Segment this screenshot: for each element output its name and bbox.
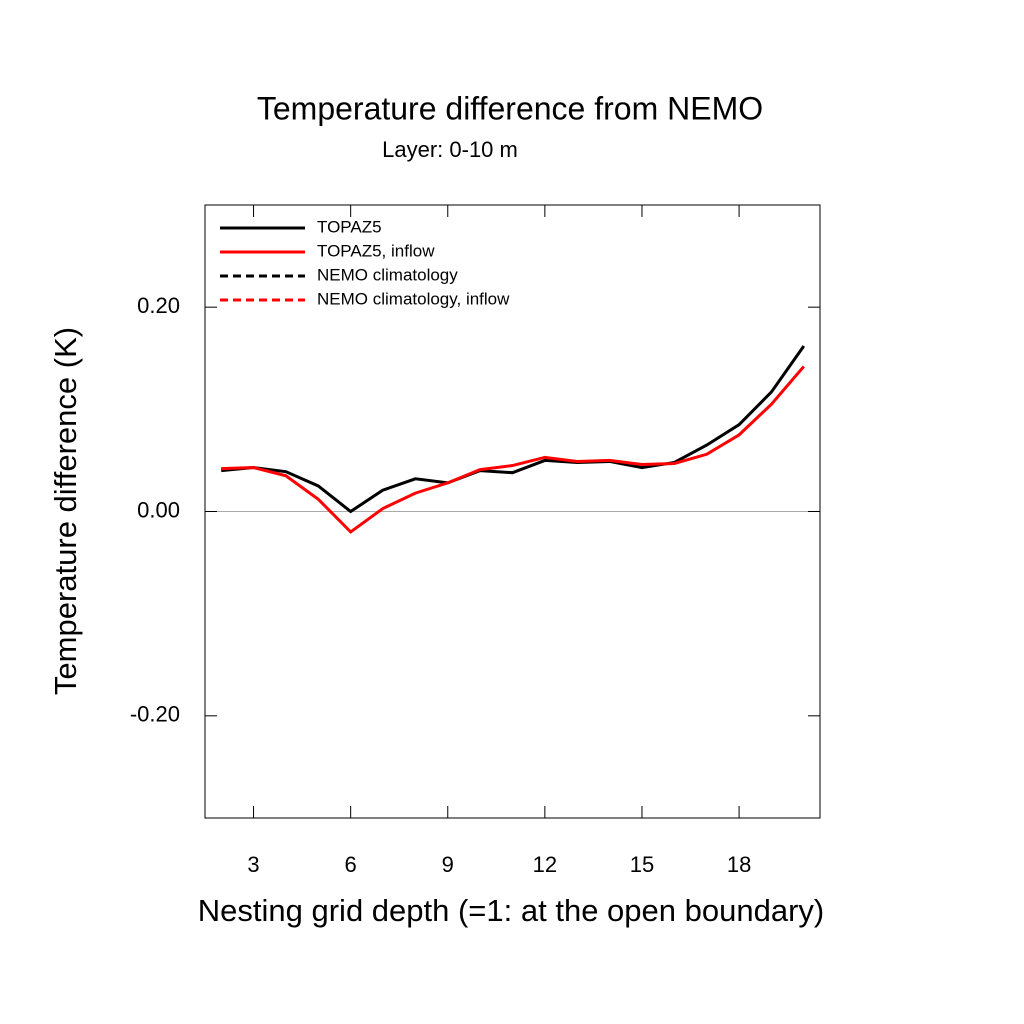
chart-title: Temperature difference from NEMO	[257, 90, 763, 126]
series-line	[221, 365, 805, 534]
x-tick-label: 15	[630, 852, 654, 877]
x-tick-label: 6	[345, 852, 357, 877]
series-line	[221, 345, 806, 514]
y-tick-label: 0.20	[137, 293, 180, 318]
x-tick-label: 12	[533, 852, 557, 877]
legend-label: NEMO climatology, inflow	[317, 289, 510, 308]
chart-subtitle: Layer: 0-10 m	[382, 137, 518, 162]
y-axis-label: Temperature difference (K)	[48, 327, 83, 695]
legend-label: NEMO climatology	[317, 265, 458, 284]
legend-label: TOPAZ5, inflow	[317, 241, 435, 260]
x-tick-label: 9	[442, 852, 454, 877]
y-tick-label: -0.20	[130, 702, 180, 727]
x-axis-label: Nesting grid depth (=1: at the open boun…	[198, 893, 824, 928]
x-tick-label: 3	[247, 852, 259, 877]
y-tick-label: 0.00	[137, 497, 180, 522]
legend-label: TOPAZ5	[317, 217, 382, 236]
x-tick-label: 18	[727, 852, 751, 877]
